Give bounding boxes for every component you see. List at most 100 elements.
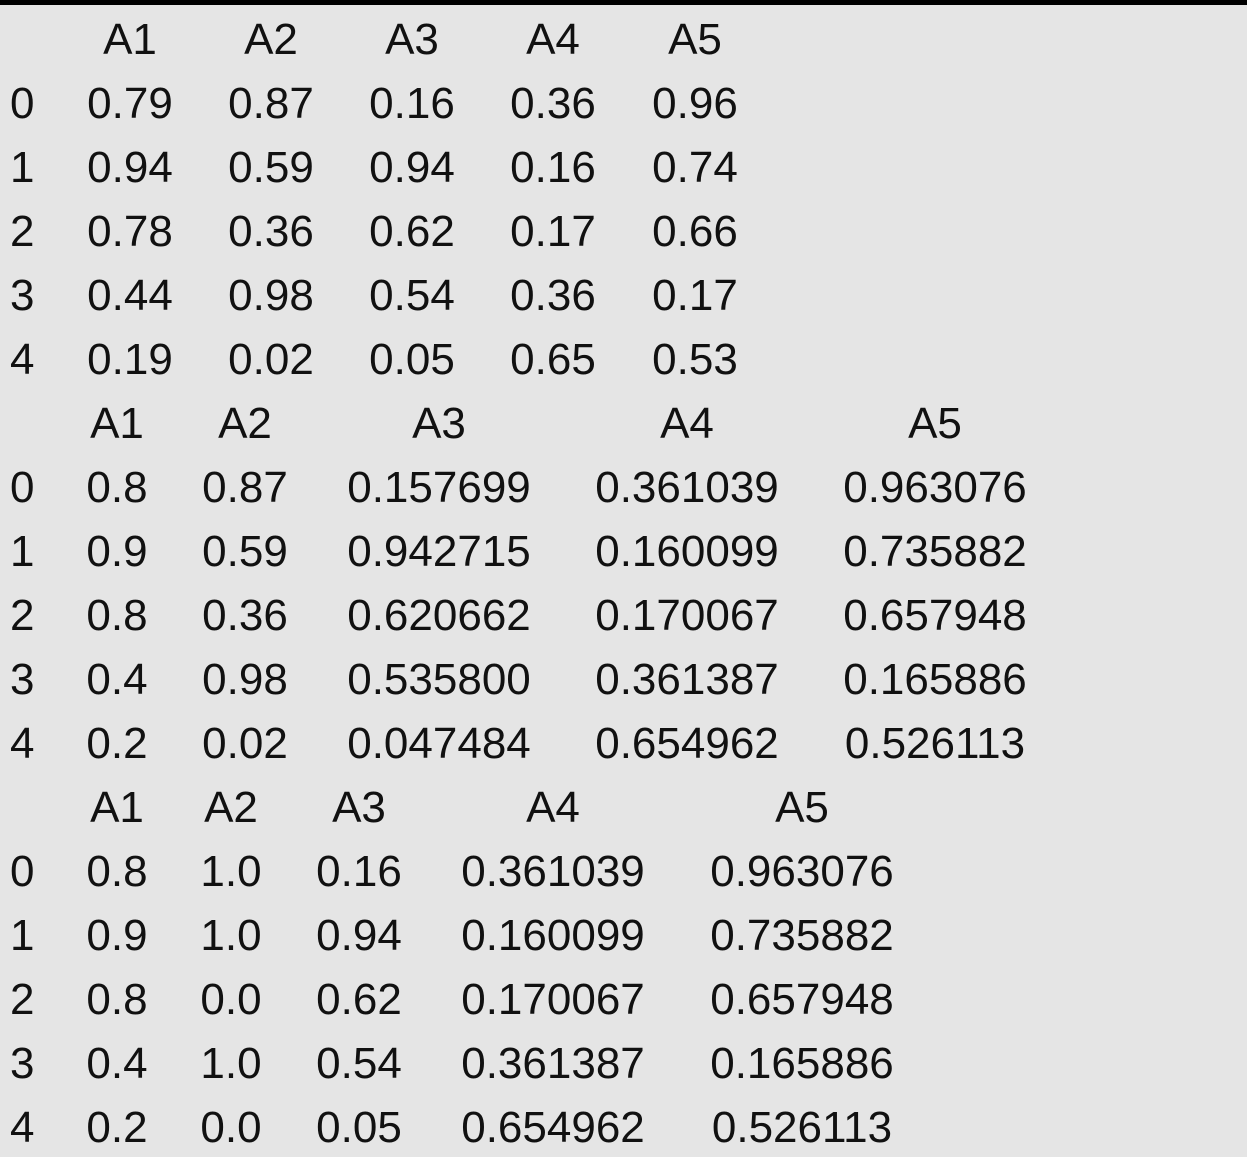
row-index: 1 (10, 527, 35, 576)
table-cell: 0.4 (86, 1039, 148, 1088)
table-cell: 0.36 (510, 79, 596, 128)
table-cell: 0.62 (316, 975, 402, 1024)
table-cell: 0.66 (652, 207, 738, 256)
table-cell: 0.9 (86, 911, 148, 960)
table-cell: 0.2 (86, 719, 148, 768)
table-cell: 0.36 (202, 591, 288, 640)
table-cell: 0.16 (316, 847, 402, 896)
row-index: 1 (10, 143, 35, 192)
table-cell: 0.94 (316, 911, 402, 960)
table-cell: 0.4 (86, 655, 148, 704)
table-cell: 0.160099 (595, 527, 779, 576)
column-header: A4 (660, 399, 714, 448)
table-cell: 0.160099 (461, 911, 645, 960)
table-cell: 0.65 (510, 335, 596, 384)
table-cell: 0.735882 (710, 911, 894, 960)
table-cell: 0.05 (369, 335, 455, 384)
table-cell: 0.526113 (844, 719, 1026, 768)
table-cell: 0.8 (86, 591, 148, 640)
row-index: 2 (10, 591, 35, 640)
table-cell: 0.78 (87, 207, 173, 256)
table-cell: 0.79 (87, 79, 173, 128)
row-index: 0 (10, 79, 35, 128)
table-cell: 0.19 (87, 335, 173, 384)
table-cell: 0.526113 (711, 1103, 893, 1152)
column-header: A1 (90, 783, 144, 832)
table-cell: 0.170067 (595, 591, 779, 640)
table-cell: 0.16 (510, 143, 596, 192)
table-cell: 0.36 (510, 271, 596, 320)
table-cell: 0.8 (86, 975, 148, 1024)
table-cell: 0.8 (86, 847, 148, 896)
table-cell: 1.0 (200, 911, 262, 960)
table-cell: 0.59 (202, 527, 288, 576)
row-index: 3 (10, 1039, 35, 1088)
column-header: A3 (385, 15, 439, 64)
column-header: A1 (103, 15, 157, 64)
table-cell: 0.44 (87, 271, 173, 320)
table-cell: 0.2 (86, 1103, 148, 1152)
table-cell: 0.94 (369, 143, 455, 192)
table-cell: 0.8 (86, 463, 148, 512)
table-cell: 0.963076 (710, 847, 894, 896)
column-header: A2 (218, 399, 272, 448)
table-cell: 0.361039 (461, 847, 645, 896)
table-cell: 0.654962 (595, 719, 779, 768)
table-cell: 0.17 (652, 271, 738, 320)
table-cell: 0.62 (369, 207, 455, 256)
table-cell: 0.94 (87, 143, 173, 192)
table-cell: 0.59 (228, 143, 314, 192)
table-cell: 0.54 (316, 1039, 402, 1088)
column-header: A5 (668, 15, 722, 64)
table-cell: 0.96 (652, 79, 738, 128)
table-cell: 0.620662 (347, 591, 531, 640)
table-cell: 0.361387 (595, 655, 779, 704)
column-header: A1 (90, 399, 144, 448)
row-index: 4 (10, 719, 35, 768)
table-cell: 0.165886 (843, 655, 1027, 704)
table-cell: 0.535800 (347, 655, 531, 704)
table-cell: 0.05 (316, 1103, 402, 1152)
column-header: A2 (204, 783, 258, 832)
table-cell: 0.735882 (843, 527, 1027, 576)
column-header: A5 (775, 783, 829, 832)
row-index: 0 (10, 463, 35, 512)
table-cell: 0.87 (202, 463, 288, 512)
row-index: 4 (10, 335, 35, 384)
table-cell: 0.654962 (461, 1103, 645, 1152)
table-cell: 0.0 (200, 1103, 262, 1152)
table-cell: 0.361039 (595, 463, 779, 512)
table-cell: 0.657948 (710, 975, 894, 1024)
table-cell: 0.963076 (843, 463, 1027, 512)
column-header: A3 (332, 783, 386, 832)
column-header: A2 (244, 15, 298, 64)
table-cell: 0.98 (202, 655, 288, 704)
table-cell: 0.047484 (347, 719, 531, 768)
table-cell: 0.17 (510, 207, 596, 256)
table-cell: 0.170067 (461, 975, 645, 1024)
column-header: A5 (908, 399, 962, 448)
table-cell: 0.53 (652, 335, 738, 384)
table-cell: 0.942715 (347, 527, 531, 576)
table-cell: 1.0 (200, 1039, 262, 1088)
table-cell: 0.657948 (843, 591, 1027, 640)
column-header: A4 (526, 15, 580, 64)
table-cell: 0.36 (228, 207, 314, 256)
table-cell: 0.157699 (347, 463, 531, 512)
table-cell: 0.54 (369, 271, 455, 320)
row-index: 2 (10, 975, 35, 1024)
column-header: A3 (412, 399, 466, 448)
table-cell: 0.98 (228, 271, 314, 320)
column-header: A4 (526, 783, 580, 832)
row-index: 4 (10, 1103, 35, 1152)
table-cell: 0.16 (369, 79, 455, 128)
row-index: 3 (10, 271, 35, 320)
table-cell: 1.0 (200, 847, 262, 896)
row-index: 2 (10, 207, 35, 256)
table-cell: 0.02 (202, 719, 288, 768)
table-cell: 0.165886 (710, 1039, 894, 1088)
table-cell: 0.87 (228, 79, 314, 128)
table-cell: 0.9 (86, 527, 148, 576)
table-cell: 0.74 (652, 143, 738, 192)
table-cell: 0.361387 (461, 1039, 645, 1088)
